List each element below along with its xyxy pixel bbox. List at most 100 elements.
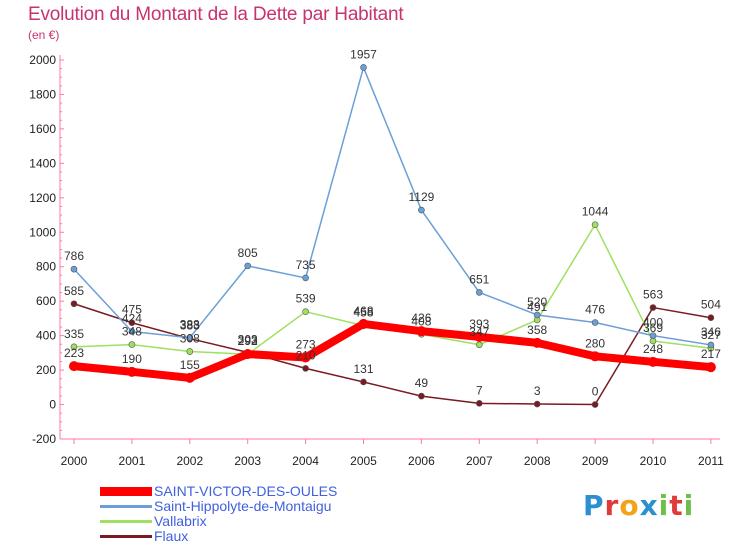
data-label: 383 [180, 319, 200, 333]
legend-item[interactable]: SAINT-VICTOR-DES-OULES [100, 484, 337, 499]
y-tick-label: 800 [36, 260, 56, 274]
data-label: 303 [238, 332, 258, 346]
logo-letter: o [619, 489, 640, 522]
data-point [532, 337, 543, 348]
legend-swatch [100, 505, 152, 508]
data-label: 491 [527, 300, 547, 314]
axes: -200 0 200 400 600 800 1000 1200 1400 1600 1800 200… [29, 53, 724, 468]
data-point [242, 349, 253, 360]
y-tick-label: 1200 [29, 191, 56, 205]
data-point [533, 400, 541, 408]
data-point [591, 319, 599, 326]
data-point [591, 401, 599, 408]
data-point [128, 319, 136, 327]
data-point [184, 372, 195, 383]
data-label: 805 [238, 246, 258, 260]
legend-item[interactable]: Flaux [100, 529, 337, 544]
x-tick-label: 2003 [234, 454, 261, 468]
data-label: 400 [643, 316, 663, 330]
x-tick-label: 2000 [61, 454, 88, 468]
data-label: 426 [411, 311, 431, 325]
data-point [69, 361, 79, 372]
series-layer [69, 64, 716, 408]
data-label: 735 [296, 258, 316, 272]
legend-label: Flaux [154, 528, 189, 544]
x-tick-label: 2001 [119, 454, 146, 468]
data-label: 468 [353, 304, 373, 318]
data-labels-layer: 585 475 383 303 210 131 49 7 3 0 563 504 335 348 308 29… [64, 47, 721, 398]
x-tick-label: 2008 [524, 454, 551, 468]
data-label: 347 [469, 325, 489, 339]
data-point [591, 221, 599, 228]
data-label: 346 [701, 325, 721, 339]
data-label: 49 [415, 376, 429, 390]
x-tick-label: 2010 [640, 454, 667, 468]
logo-letter: i [683, 489, 695, 522]
chart-title: Evolution du Montant de la Dette par Hab… [28, 4, 404, 25]
data-label: 293 [238, 334, 258, 348]
x-tick-label: 2004 [292, 454, 319, 468]
data-point [418, 392, 425, 400]
data-label: 131 [353, 362, 373, 376]
legend: SAINT-VICTOR-DES-OULES Saint-Hippolyte-d… [100, 484, 337, 544]
legend-swatch [100, 535, 152, 538]
data-point [475, 341, 483, 349]
x-tick-label: 2007 [466, 454, 493, 468]
data-label: 475 [122, 303, 142, 317]
data-point [648, 356, 658, 367]
data-point [70, 343, 78, 351]
legend-label: Saint-Hippolyte-de-Montaigu [154, 498, 332, 514]
data-point [416, 326, 427, 337]
y-tick-label: 1600 [29, 122, 56, 136]
data-point [302, 365, 309, 372]
data-label: 3 [534, 384, 541, 398]
data-label: 424 [122, 312, 142, 326]
legend-label: Vallabrix [154, 513, 207, 529]
data-label: 504 [701, 298, 721, 312]
logo-letter: i [658, 489, 670, 522]
data-label: 292 [238, 334, 258, 348]
legend-item[interactable]: Saint-Hippolyte-de-Montaigu [100, 499, 337, 514]
data-label: 273 [296, 338, 316, 352]
data-label: 327 [701, 328, 721, 342]
data-label: 223 [64, 346, 84, 360]
data-label: 520 [527, 295, 547, 309]
data-point [705, 362, 716, 373]
data-point [590, 351, 601, 362]
data-label: 1957 [350, 47, 377, 61]
data-label: 348 [122, 325, 142, 339]
data-point [707, 341, 715, 349]
y-tick-label: 2000 [29, 53, 56, 67]
data-point [128, 328, 136, 335]
data-point [360, 378, 367, 386]
data-label: 190 [122, 352, 142, 366]
y-tick-label: 1800 [29, 87, 56, 101]
data-point [649, 332, 657, 339]
y-tick-label: 400 [36, 329, 56, 343]
data-point [475, 289, 483, 296]
data-label: 458 [353, 306, 373, 320]
data-label: 1044 [582, 205, 609, 219]
data-label: 210 [296, 348, 316, 362]
data-point [418, 206, 425, 214]
data-label: 786 [64, 249, 84, 263]
data-point [358, 318, 369, 329]
x-tick-label: 2005 [350, 454, 377, 468]
data-label: 651 [469, 272, 489, 286]
data-point [474, 331, 485, 342]
data-label: 585 [64, 284, 84, 298]
data-point [707, 314, 715, 322]
data-point [70, 265, 78, 273]
data-point [533, 311, 541, 319]
legend-swatch [100, 520, 152, 523]
data-label: 0 [592, 385, 599, 399]
series-line [70, 319, 715, 382]
y-tick-label: 200 [36, 363, 56, 377]
data-label: 369 [643, 321, 663, 335]
legend-item[interactable]: Vallabrix [100, 514, 337, 529]
legend-swatch [100, 487, 152, 496]
data-label: 388 [180, 318, 200, 332]
data-point [649, 304, 657, 311]
